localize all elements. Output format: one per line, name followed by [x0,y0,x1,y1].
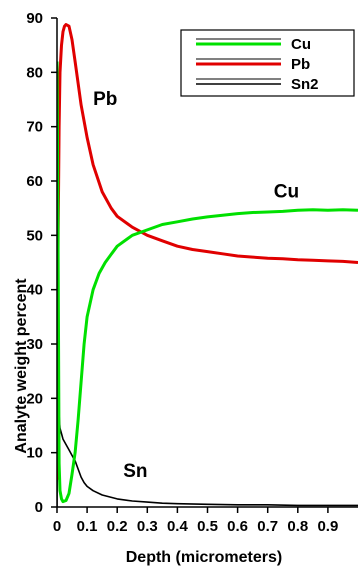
y-tick-label: 70 [26,119,43,136]
legend-item-pb: Pb [196,56,310,73]
y-tick-label: 10 [26,445,43,462]
y-tick-label: 60 [26,173,43,190]
x-tick-label: 0.1 [77,518,98,535]
legend-item-cu: Cu [196,36,311,53]
x-tick-label: 0.7 [257,518,278,535]
y-tick-label: 40 [26,282,43,299]
annotation-pb: Pb [93,89,117,110]
series-layer [57,23,358,507]
legend-item-sn2: Sn2 [196,76,319,93]
x-tick-label: 0.4 [167,518,189,535]
legend-label: Pb [291,56,310,73]
x-tick-label: 0.9 [317,518,338,535]
annotation-cu: Cu [274,181,299,202]
legend-label: Cu [291,36,311,53]
annotation-sn: Sn [123,461,147,482]
x-tick-label: 0.5 [197,518,218,535]
series-line-pb [57,23,358,480]
y-tick-label: 30 [26,336,43,353]
legend: Cu Pb Sn2 [180,29,355,97]
y-tick-label: 90 [26,10,43,27]
x-tick-label: 0.6 [227,518,248,535]
y-tick-label: 80 [26,64,43,81]
x-tick-label: 0 [53,518,61,535]
x-tick-label: 0.8 [287,518,308,535]
y-tick-label: 50 [26,227,43,244]
x-tick-label: 0.3 [137,518,158,535]
y-axis-title: Analyte weight percent [13,278,30,454]
legend-label: Sn2 [291,76,319,93]
tick-layer: 0 10 20 30 40 50 60 70 80 90 0 0.1 0.2 0.3 0.4 0.5 0.6 0.… [26,10,338,535]
annotation-layer: Pb Cu Sn [93,89,299,482]
series-line-sn2 [57,326,358,507]
series-line-cu [57,61,358,504]
y-tick-label: 0 [35,499,43,516]
y-tick-label: 20 [26,390,43,407]
x-axis-title: Depth (micrometers) [126,549,282,566]
x-tick-label: 0.2 [107,518,128,535]
